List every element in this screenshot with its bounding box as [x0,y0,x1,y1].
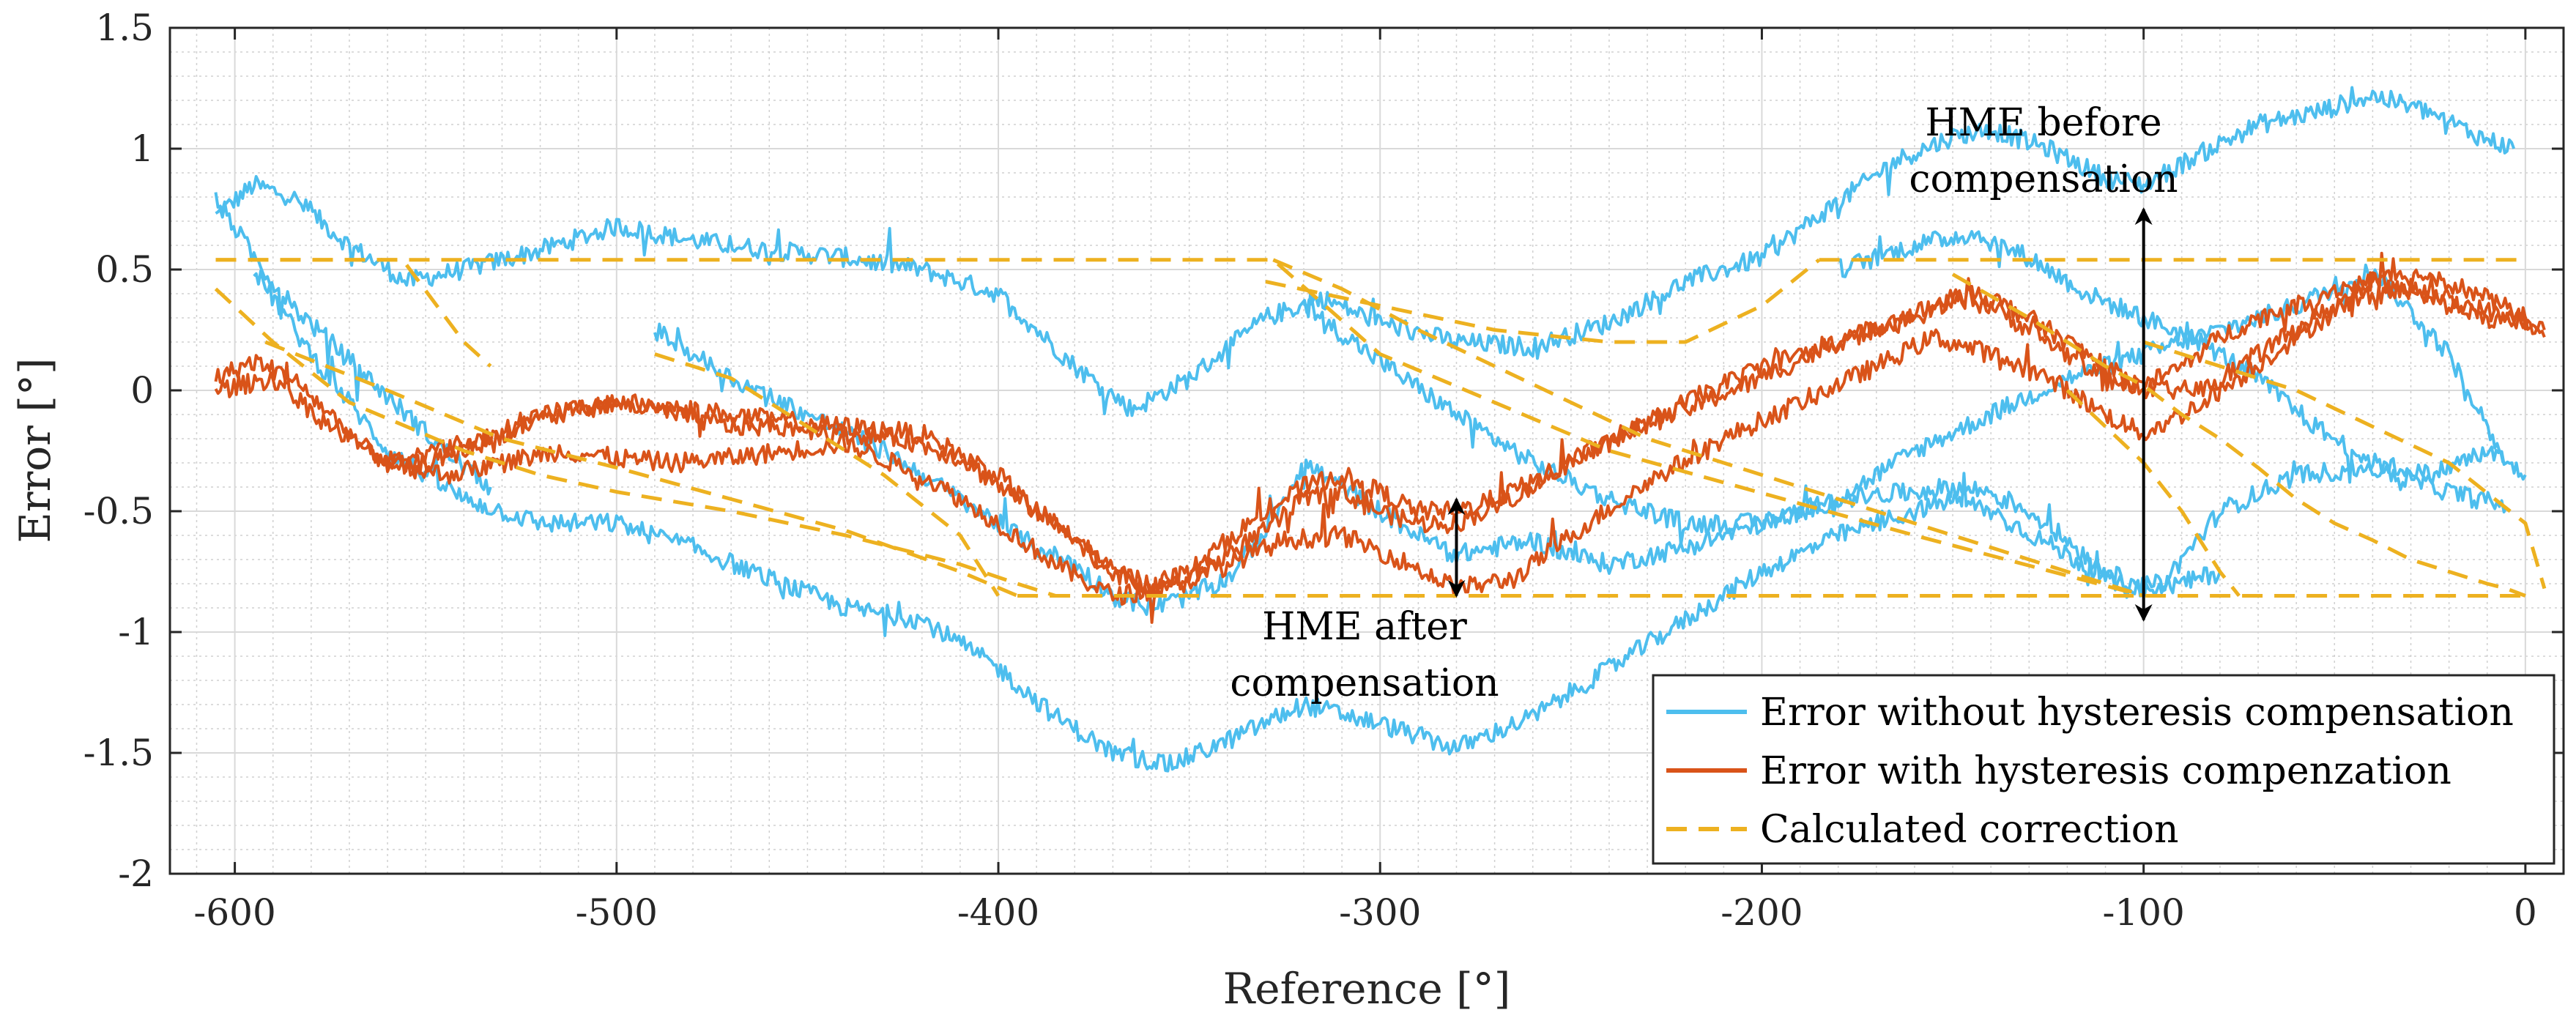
series-2-segment-10 [2142,340,2547,590]
y-tick-label: -1 [118,611,154,653]
series-2-segment-7 [1265,258,1821,344]
y-tick-label: -1.5 [83,732,154,774]
series-2-segment-1 [215,258,492,368]
series-2-segment-6 [1272,258,2145,598]
y-tick-label: 0.5 [95,248,154,291]
y-tick-label: 1.5 [95,7,154,49]
legend-label-without-compensation: Error without hysteresis compensation [1760,691,2514,735]
legend-label-calculated-correction: Calculated correction [1760,808,2179,852]
series-0-segment-0 [215,86,2516,417]
x-tick-label: -400 [957,891,1039,934]
tick-layer: -600 -500 -400 -300 -200 -100 0 1.5 1 0.5 0 -0.5 -1 -… [83,7,2564,934]
x-tick-label: -600 [193,891,275,934]
series-2-segment-11 [2065,389,2241,598]
y-tick-label: 1 [130,127,154,170]
series-layer [214,86,2547,773]
series-2-segment-3 [264,340,1019,598]
y-tick-label: -0.5 [83,490,154,532]
series-0-segment-2 [253,269,2508,773]
series-1-segment-1 [214,275,2546,624]
x-tick-label: -100 [2102,891,2184,934]
annotation-hme-after-line2: compensation [1230,661,1499,705]
series-2-segment-2 [214,287,1056,598]
annotation-hme-after-line1: HME after [1262,605,1467,649]
x-tick-label: -300 [1339,891,1421,934]
series-0-segment-5 [1837,230,2527,486]
y-tick-label: 0 [130,369,154,412]
x-tick-label: -500 [576,891,658,934]
y-tick-label: -2 [118,852,154,895]
plot-frame [168,26,2565,875]
x-tick-label: 0 [2514,891,2537,934]
legend: Error without hysteresis compensation Er… [1652,674,2555,865]
annotation-hme-before-line1: HME before [1925,101,2161,145]
y-axis-label: Error [°] [10,357,60,543]
annotation-hme-before-line2: compensation [1909,157,2178,201]
series-2-segment-0 [215,258,2145,598]
x-axis-label: Reference [°] [1223,964,1511,1014]
series-0-segment-4 [1302,263,2507,547]
x-tick-label: -200 [1721,891,1803,934]
annotation-layer [1447,207,2153,622]
legend-label-with-compensation: Error with hysteresis compenzation [1760,749,2451,793]
legend-box [1652,674,2555,865]
series-2-segment-4 [654,352,1001,597]
